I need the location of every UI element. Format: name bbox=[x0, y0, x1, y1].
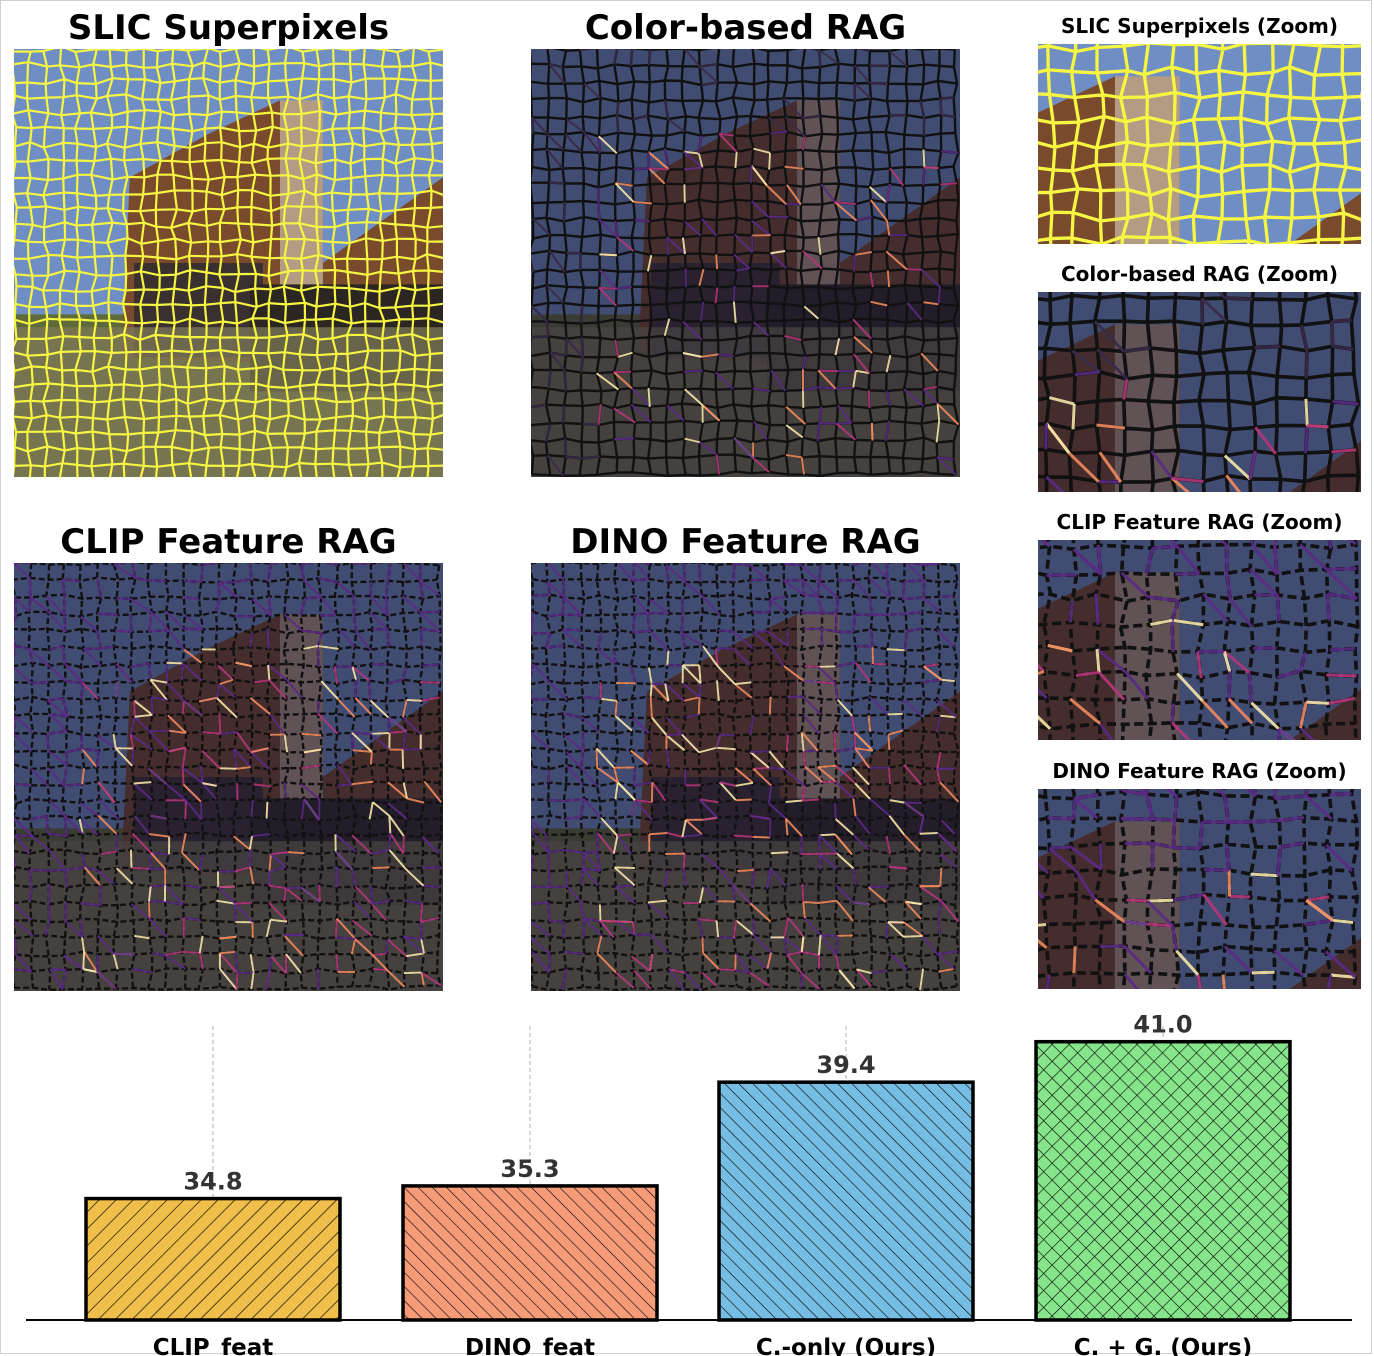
dino-rag-image bbox=[531, 563, 960, 991]
clip-rag-image bbox=[14, 563, 443, 991]
color-zoom-title: Color-based RAG (Zoom) bbox=[1060, 262, 1339, 286]
bar-value-label: 34.8 bbox=[183, 1168, 242, 1196]
category-label: DINO_feat bbox=[465, 1335, 595, 1356]
clip-zoom-image-svg bbox=[1038, 540, 1361, 740]
bar-chart: 34.8 35.3 39.4 41.0 CLIP_feat DINO_feat C.-on… bbox=[26, 1011, 1352, 1356]
clip-rag-title: CLIP Feature RAG bbox=[60, 522, 397, 562]
dino-zoom-title: DINO Feature RAG (Zoom) bbox=[1052, 759, 1347, 783]
chart-bars bbox=[84, 1039, 1292, 1322]
clip-zoom-image bbox=[1038, 540, 1361, 740]
bar-value-label: 39.4 bbox=[816, 1051, 875, 1079]
slic-image-svg bbox=[14, 49, 443, 477]
category-label: C.-only (Ours) bbox=[756, 1335, 936, 1356]
bar bbox=[401, 1184, 659, 1322]
dino-zoom-image-svg bbox=[1038, 789, 1361, 989]
color-rag-image-svg bbox=[531, 49, 960, 477]
chart-category-labels: CLIP_feat DINO_feat C.-only (Ours) C. + G. … bbox=[153, 1335, 1253, 1356]
slic-zoom-image bbox=[1038, 44, 1361, 244]
bar bbox=[717, 1080, 975, 1322]
bar bbox=[84, 1196, 342, 1322]
slic-zoom-title: SLIC Superpixels (Zoom) bbox=[1060, 14, 1339, 38]
bar-value-label: 35.3 bbox=[500, 1155, 559, 1183]
chart-gridlines bbox=[212, 1026, 1164, 1320]
bar bbox=[1034, 1039, 1292, 1322]
color-rag-image bbox=[531, 49, 960, 477]
color-rag-title: Color-based RAG bbox=[584, 8, 907, 48]
slic-image bbox=[14, 49, 443, 477]
color-zoom-image bbox=[1038, 292, 1361, 492]
category-label: CLIP_feat bbox=[153, 1335, 274, 1356]
slic-title: SLIC Superpixels bbox=[67, 8, 390, 48]
slic-zoom-image-svg bbox=[1038, 44, 1361, 244]
dino-rag-image-svg bbox=[531, 563, 960, 991]
color-zoom-image-svg bbox=[1038, 292, 1361, 492]
bar-value-label: 41.0 bbox=[1133, 1011, 1192, 1039]
chart-value-labels: 34.8 35.3 39.4 41.0 bbox=[183, 1011, 1192, 1196]
dino-zoom-image bbox=[1038, 789, 1361, 989]
dino-rag-title: DINO Feature RAG bbox=[570, 522, 921, 562]
clip-rag-image-svg bbox=[14, 563, 443, 991]
category-label: C. + G. (Ours) bbox=[1074, 1335, 1253, 1356]
clip-zoom-title: CLIP Feature RAG (Zoom) bbox=[1056, 510, 1343, 534]
